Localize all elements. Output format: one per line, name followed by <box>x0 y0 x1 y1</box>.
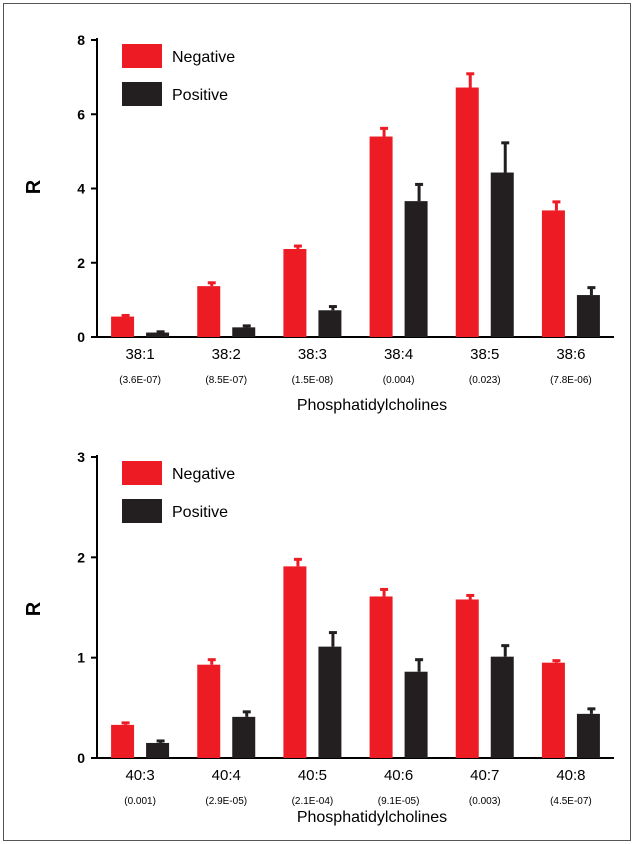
bar-negative <box>197 286 221 337</box>
y-tick-label: 0 <box>77 329 85 345</box>
p-value-label: (3.6E-07) <box>119 375 161 386</box>
bar-positive <box>146 332 170 337</box>
x-tick-label: 40:7 <box>470 767 499 784</box>
bar-positive <box>490 656 514 758</box>
y-tick-label: 0 <box>77 750 85 766</box>
figure-frame <box>3 3 631 841</box>
bar-positive <box>232 716 256 758</box>
bar-negative <box>283 566 307 758</box>
bar-positive <box>318 646 342 758</box>
p-value-label: (2.9E-05) <box>205 796 247 807</box>
chart-panel-top: R Phosphatidylcholines 0 2 4 6 8 38:1 (3.6E-07… <box>23 32 614 414</box>
p-value-label: (0.023) <box>469 375 501 386</box>
x-tick-label: 38:5 <box>470 346 499 363</box>
p-value-label: (2.1E-04) <box>292 796 334 807</box>
legend-label: Positive <box>172 504 228 521</box>
bar-negative <box>369 136 393 337</box>
bar-positive <box>576 713 600 758</box>
x-tick-label: 40:8 <box>556 767 585 784</box>
y-axis-label: R <box>23 601 45 616</box>
bar-negative <box>197 664 221 758</box>
y-tick-label: 8 <box>77 32 85 48</box>
bar-positive <box>232 327 256 337</box>
bar-positive <box>490 172 514 337</box>
legend-swatch-positive <box>122 82 162 106</box>
bar-negative <box>541 662 565 758</box>
y-tick-label: 6 <box>77 106 85 122</box>
y-tick-label: 2 <box>77 255 85 271</box>
legend-swatch-positive <box>122 499 162 523</box>
legend-label: Positive <box>172 87 228 104</box>
bar-positive <box>404 201 428 337</box>
bar-negative <box>369 596 393 758</box>
y-axis-label: R <box>23 179 45 194</box>
x-tick-label: 38:3 <box>298 346 327 363</box>
p-value-label: (0.001) <box>124 796 156 807</box>
p-value-label: (0.004) <box>383 375 415 386</box>
bar-negative <box>455 87 479 338</box>
p-value-label: (9.1E-05) <box>378 796 420 807</box>
x-axis-label: Phosphatidylcholines <box>297 397 447 414</box>
chart-panel-bottom: R Phosphatidylcholines 0 1 2 3 40:3 (0.001) 40… <box>23 449 614 826</box>
p-value-label: (7.8E-06) <box>550 375 592 386</box>
legend-label: Negative <box>172 49 235 66</box>
bar-positive <box>146 742 170 758</box>
bar-negative <box>111 316 135 337</box>
bar-negative <box>455 599 479 758</box>
bar-negative <box>283 249 307 337</box>
x-tick-label: 40:6 <box>384 767 413 784</box>
x-axis-label: Phosphatidylcholines <box>297 809 447 826</box>
x-tick-label: 38:6 <box>556 346 585 363</box>
x-tick-label: 38:4 <box>384 346 413 363</box>
p-value-label: (0.003) <box>469 796 501 807</box>
p-value-label: (8.5E-07) <box>205 375 247 386</box>
x-tick-label: 38:2 <box>212 346 241 363</box>
bar-positive <box>318 310 342 337</box>
x-tick-label: 40:3 <box>125 767 154 784</box>
y-tick-label: 4 <box>77 181 85 197</box>
x-tick-label: 40:5 <box>298 767 327 784</box>
x-tick-label: 40:4 <box>212 767 241 784</box>
legend-swatch-negative <box>122 44 162 68</box>
y-tick-label: 2 <box>77 549 85 565</box>
p-value-label: (1.5E-08) <box>292 375 334 386</box>
legend-label: Negative <box>172 466 235 483</box>
bar-positive <box>404 671 428 758</box>
bar-positive <box>576 295 600 337</box>
bar-negative <box>541 210 565 337</box>
y-tick-label: 1 <box>77 650 85 666</box>
p-value-label: (4.5E-07) <box>550 796 592 807</box>
x-tick-label: 38:1 <box>125 346 154 363</box>
y-tick-label: 3 <box>77 449 85 465</box>
bar-negative <box>111 724 135 758</box>
legend-swatch-negative <box>122 461 162 485</box>
